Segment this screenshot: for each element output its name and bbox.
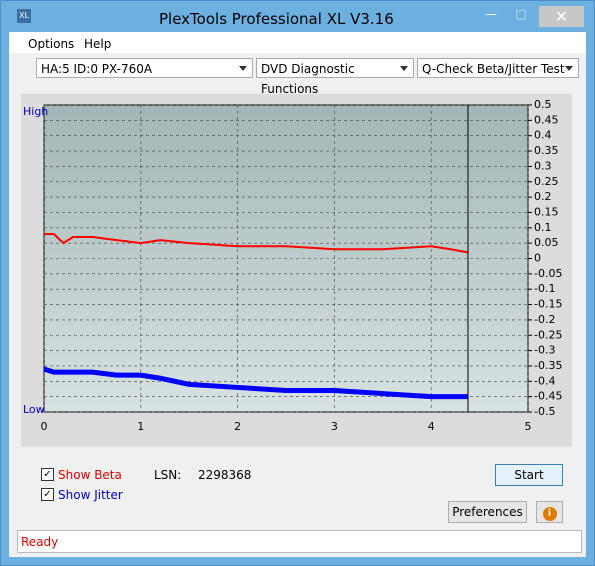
y-tick-label: 0.3	[534, 159, 552, 172]
y-tick-label: -0.3	[534, 344, 555, 357]
x-tick-label: 4	[428, 420, 435, 433]
y-tick-label: 0	[534, 252, 541, 265]
menu-bar	[9, 32, 586, 53]
maximize-button[interactable]: □	[515, 7, 527, 21]
menu-item[interactable]: Help	[84, 37, 112, 51]
y-tick-label: 0.4	[534, 129, 552, 142]
start-button[interactable]: Start	[495, 464, 563, 486]
y-tick-label: 0.2	[534, 190, 552, 203]
lsn-label: LSN:	[154, 468, 182, 482]
y-tick-label: 0.05	[534, 236, 559, 249]
y-tick-label: 0.1	[534, 221, 552, 234]
y-tick-label: -0.25	[534, 328, 562, 341]
show-jitter-label[interactable]: Show Jitter	[58, 488, 123, 502]
minimize-button[interactable]: —	[485, 7, 497, 21]
y-tick-label: 0.35	[534, 144, 559, 157]
chart: High Low 0.50.450.40.350.30.250.20.150.1…	[21, 94, 572, 447]
x-tick-label: 0	[41, 420, 48, 433]
y-tick-label: -0.1	[534, 282, 555, 295]
x-tick-label: 3	[331, 420, 338, 433]
close-button[interactable]: ✕	[539, 6, 584, 27]
high-label: High	[23, 105, 48, 118]
x-tick-label: 2	[234, 420, 241, 433]
show-beta-label[interactable]: Show Beta	[58, 468, 122, 482]
show-beta-checkbox[interactable]: ✓	[41, 468, 54, 481]
y-tick-label: 0.25	[534, 175, 559, 188]
window-title: PlexTools Professional XL V3.16	[159, 10, 394, 28]
series-line	[44, 232, 469, 254]
y-tick-label: -0.2	[534, 313, 555, 326]
y-tick-label: 0.45	[534, 113, 559, 126]
app-icon: XL	[17, 9, 31, 23]
x-tick-label: 5	[525, 420, 532, 433]
y-tick-label: -0.45	[534, 390, 562, 403]
low-label: Low	[23, 403, 45, 416]
preferences-button[interactable]: Preferences	[448, 501, 527, 523]
series-line	[43, 366, 468, 400]
lsn-value: 2298368	[198, 468, 252, 482]
menu-item[interactable]: Options	[28, 37, 75, 51]
client-area: Options Help HA:5 ID:0 PX-760A DVD Diagn…	[9, 32, 586, 557]
y-tick-label: -0.05	[534, 267, 562, 280]
y-tick-label: -0.4	[534, 374, 555, 387]
y-tick-label: -0.5	[534, 405, 555, 418]
y-tick-label: 0.5	[534, 98, 552, 111]
y-tick-label: 0.15	[534, 205, 559, 218]
test-select[interactable]: Q-Check Beta/Jitter Test	[417, 58, 579, 78]
info-button[interactable]: i	[536, 501, 563, 523]
status-bar	[17, 530, 582, 553]
y-tick-label: -0.15	[534, 298, 562, 311]
drive-select[interactable]: HA:5 ID:0 PX-760A	[36, 58, 253, 78]
status-text: Ready	[21, 535, 59, 549]
show-jitter-checkbox[interactable]: ✓	[41, 488, 54, 501]
y-tick-label: -0.35	[534, 359, 562, 372]
x-tick-label: 1	[137, 420, 144, 433]
function-select[interactable]: DVD Diagnostic Functions	[256, 58, 414, 96]
